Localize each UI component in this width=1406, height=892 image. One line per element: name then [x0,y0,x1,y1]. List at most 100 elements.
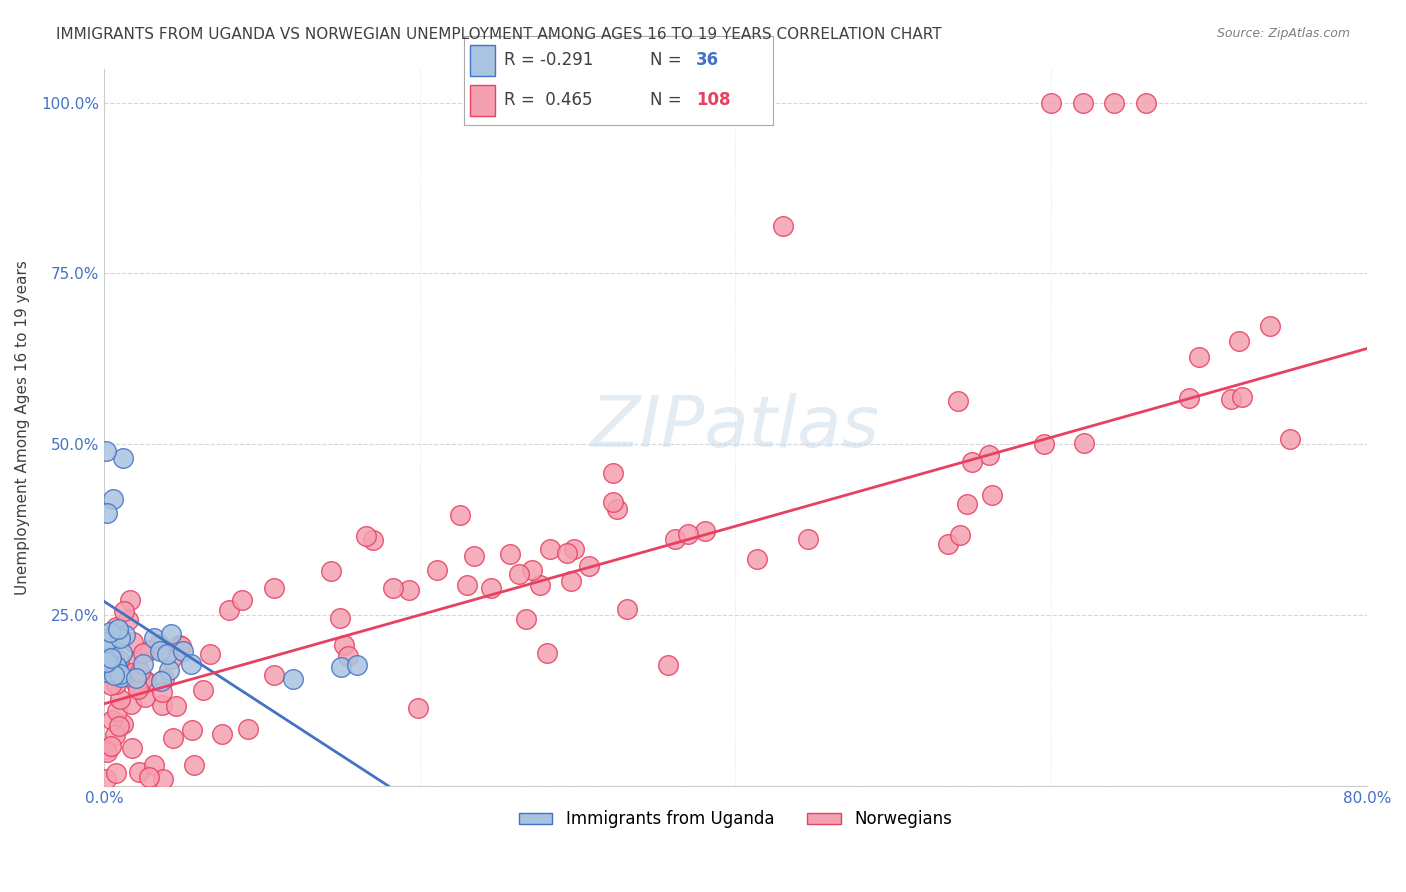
Norwegians [1230,390,1253,404]
Norwegians [105,704,128,718]
Norwegians [1188,350,1211,364]
Norwegians [150,698,173,712]
Norwegians [152,772,174,786]
Norwegians [118,593,141,607]
Norwegians [100,655,122,669]
Immigrants from Uganda [108,667,131,681]
Norwegians [108,653,131,667]
Norwegians [108,691,131,706]
Immigrants from Uganda [149,674,172,689]
Y-axis label: Unemployment Among Ages 16 to 19 years: Unemployment Among Ages 16 to 19 years [15,260,30,595]
Immigrants from Uganda [97,655,120,669]
Immigrants from Uganda [157,663,180,677]
Norwegians [962,454,984,468]
Text: Source: ZipAtlas.com: Source: ZipAtlas.com [1216,27,1350,40]
Norwegians [426,563,449,577]
Norwegians [111,717,134,731]
Norwegians [515,612,537,626]
Immigrants from Uganda [156,647,179,661]
Norwegians [463,549,485,564]
Norwegians [112,604,135,618]
Norwegians [107,719,129,733]
Text: N =: N = [650,91,686,109]
Norwegians [772,219,794,233]
Norwegians [153,672,176,686]
Text: N =: N = [650,51,686,69]
Norwegians [1073,436,1095,450]
Norwegians [949,528,972,542]
Immigrants from Uganda [94,444,117,458]
Norwegians [120,665,142,680]
Norwegians [797,533,820,547]
Norwegians [955,497,977,511]
Norwegians [977,449,1000,463]
Norwegians [129,665,152,680]
Norwegians [555,546,578,560]
Norwegians [321,564,343,578]
Immigrants from Uganda [100,651,122,665]
Norwegians [138,770,160,784]
Norwegians [96,745,118,759]
Norwegians [329,610,352,624]
Norwegians [602,494,624,508]
Norwegians [125,675,148,690]
Norwegians [381,581,404,595]
Norwegians [104,624,127,639]
Norwegians [100,678,122,692]
Norwegians [1177,391,1199,405]
Immigrants from Uganda [98,624,121,639]
Norwegians [180,723,202,737]
Norwegians [616,601,638,615]
Norwegians [170,639,193,653]
Norwegians [132,646,155,660]
Norwegians [508,567,530,582]
Norwegians [602,467,624,481]
Norwegians [1071,95,1094,110]
Immigrants from Uganda [96,632,118,646]
Norwegians [132,672,155,686]
Norwegians [127,681,149,696]
Text: IMMIGRANTS FROM UGANDA VS NORWEGIAN UNEMPLOYMENT AMONG AGES 16 TO 19 YEARS CORRE: IMMIGRANTS FROM UGANDA VS NORWEGIAN UNEM… [56,27,942,42]
Norwegians [936,537,959,551]
Immigrants from Uganda [104,658,127,673]
Text: 36: 36 [696,51,718,69]
Immigrants from Uganda [160,627,183,641]
Norwegians [1278,432,1301,446]
Text: R =  0.465: R = 0.465 [505,91,593,109]
Norwegians [193,683,215,698]
Norwegians [183,758,205,772]
Norwegians [1258,318,1281,333]
Immigrants from Uganda [96,506,118,520]
Immigrants from Uganda [124,671,146,685]
Norwegians [94,741,117,756]
Norwegians [139,642,162,657]
Norwegians [406,701,429,715]
Norwegians [143,758,166,772]
Immigrants from Uganda [149,643,172,657]
Norwegians [198,647,221,661]
Norwegians [211,727,233,741]
Immigrants from Uganda [94,656,117,670]
Norwegians [363,533,385,547]
Norwegians [1227,334,1250,349]
Norwegians [231,592,253,607]
Norwegians [101,713,124,727]
Immigrants from Uganda [101,491,124,506]
Norwegians [1033,436,1056,450]
Norwegians [676,526,699,541]
Norwegians [1219,392,1241,407]
Norwegians [1102,95,1125,110]
Norwegians [456,578,478,592]
Norwegians [104,677,127,691]
Norwegians [162,731,184,745]
Norwegians [128,764,150,779]
Immigrants from Uganda [111,647,134,661]
Immigrants from Uganda [283,672,305,686]
Norwegians [94,772,117,786]
Norwegians [167,638,190,652]
Norwegians [104,728,127,742]
Norwegians [100,739,122,753]
Norwegians [745,551,768,566]
Norwegians [479,581,502,595]
Immigrants from Uganda [180,657,202,671]
